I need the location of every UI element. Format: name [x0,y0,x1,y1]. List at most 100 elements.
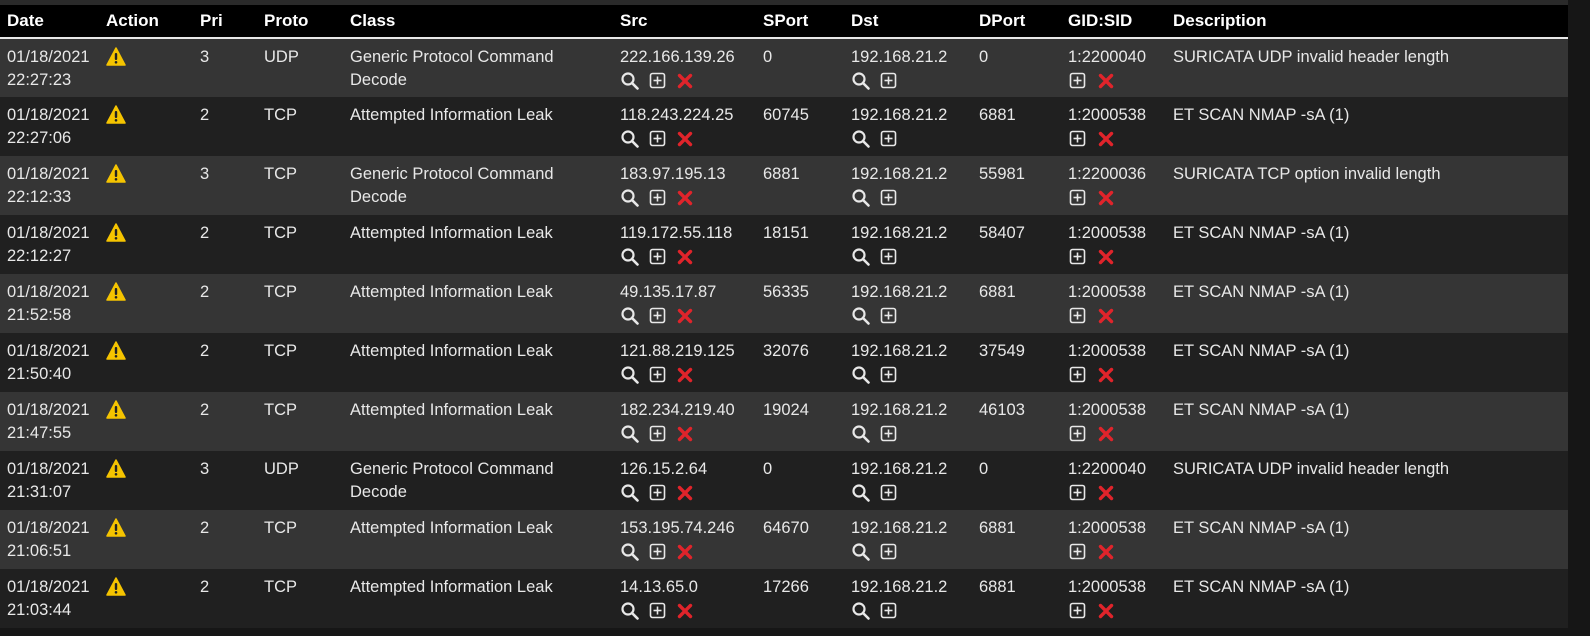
search-icon[interactable] [851,424,871,444]
sport-cell: 19024 [763,401,809,419]
warning-icon [106,223,126,242]
remove-x-icon[interactable] [675,188,695,208]
col-header-pri[interactable]: Pri [200,11,223,30]
search-icon[interactable] [851,247,871,267]
search-icon[interactable] [620,365,640,385]
add-box-icon[interactable] [879,601,899,621]
table-row: 01/18/2021 22:12:27 2 TCP Attempted Info… [0,215,1568,274]
remove-x-icon[interactable] [675,365,695,385]
search-icon[interactable] [620,306,640,326]
col-header-dst[interactable]: Dst [851,11,879,30]
col-header-date[interactable]: Date [7,11,44,30]
remove-x-icon[interactable] [1096,188,1116,208]
search-icon[interactable] [620,424,640,444]
search-icon[interactable] [620,71,640,91]
class-text: Generic Protocol Command [350,48,554,66]
col-header-class[interactable]: Class [350,11,396,30]
add-box-icon[interactable] [1068,247,1088,267]
add-box-icon[interactable] [1068,542,1088,562]
remove-x-icon[interactable] [675,129,695,149]
search-icon[interactable] [620,601,640,621]
add-box-icon[interactable] [648,424,668,444]
class-text: Generic Protocol Command [350,165,554,183]
src-ip: 182.234.219.40 [620,401,735,419]
add-box-icon[interactable] [1068,188,1088,208]
add-box-icon[interactable] [879,129,899,149]
add-box-icon[interactable] [879,424,899,444]
search-icon[interactable] [851,129,871,149]
col-header-description[interactable]: Description [1173,11,1267,30]
gidsid-text: 1:2000538 [1068,519,1146,537]
add-box-icon[interactable] [648,601,668,621]
add-box-icon[interactable] [879,188,899,208]
sport-cell: 32076 [763,342,809,360]
remove-x-icon[interactable] [1096,601,1116,621]
remove-x-icon[interactable] [1096,129,1116,149]
add-box-icon[interactable] [879,247,899,267]
add-box-icon[interactable] [648,483,668,503]
search-icon[interactable] [851,542,871,562]
add-box-icon[interactable] [1068,601,1088,621]
action-cell [99,333,193,392]
remove-x-icon[interactable] [1096,483,1116,503]
add-box-icon[interactable] [648,247,668,267]
remove-x-icon[interactable] [1096,247,1116,267]
add-box-icon[interactable] [1068,71,1088,91]
add-box-icon[interactable] [1068,483,1088,503]
src-ip: 126.15.2.64 [620,460,708,478]
action-cell [99,38,193,97]
src-cell: 119.172.55.118 [613,215,756,274]
remove-x-icon[interactable] [675,71,695,91]
search-icon[interactable] [620,542,640,562]
add-box-icon[interactable] [648,129,668,149]
search-icon[interactable] [851,483,871,503]
col-header-gidsid[interactable]: GID:SID [1068,11,1133,30]
sport-cell: 0 [763,48,773,66]
remove-x-icon[interactable] [675,424,695,444]
search-icon[interactable] [851,601,871,621]
add-box-icon[interactable] [1068,129,1088,149]
col-header-action[interactable]: Action [106,11,159,30]
remove-x-icon[interactable] [1096,542,1116,562]
search-icon[interactable] [851,71,871,91]
col-header-src[interactable]: Src [620,11,648,30]
remove-x-icon[interactable] [1096,306,1116,326]
remove-x-icon[interactable] [1096,424,1116,444]
add-box-icon[interactable] [648,71,668,91]
pri-cell: 2 [200,401,210,419]
add-box-icon[interactable] [879,365,899,385]
dport-cell: 6881 [979,519,1016,537]
add-box-icon[interactable] [648,188,668,208]
search-icon[interactable] [620,247,640,267]
col-header-dport[interactable]: DPort [979,11,1026,30]
remove-x-icon[interactable] [675,601,695,621]
add-box-icon[interactable] [648,306,668,326]
dport-cell: 6881 [979,106,1016,124]
add-box-icon[interactable] [1068,365,1088,385]
search-icon[interactable] [620,129,640,149]
search-icon[interactable] [851,306,871,326]
add-box-icon[interactable] [648,365,668,385]
add-box-icon[interactable] [879,483,899,503]
add-box-icon[interactable] [648,542,668,562]
col-header-sport[interactable]: SPort [763,11,809,30]
add-box-icon[interactable] [1068,306,1088,326]
remove-x-icon[interactable] [675,483,695,503]
add-box-icon[interactable] [879,306,899,326]
add-box-icon[interactable] [1068,424,1088,444]
search-icon[interactable] [851,365,871,385]
remove-x-icon[interactable] [675,306,695,326]
col-header-proto[interactable]: Proto [264,11,309,30]
remove-x-icon[interactable] [675,542,695,562]
src-ip: 119.172.55.118 [620,224,733,242]
add-box-icon[interactable] [879,71,899,91]
search-icon[interactable] [620,483,640,503]
remove-x-icon[interactable] [675,247,695,267]
remove-x-icon[interactable] [1096,365,1116,385]
dst-cell: 192.168.21.2 [844,510,972,569]
search-icon[interactable] [620,188,640,208]
add-box-icon[interactable] [879,542,899,562]
search-icon[interactable] [851,188,871,208]
alerts-table-container: Date Action Pri Proto Class Src SPort Ds… [0,5,1568,628]
remove-x-icon[interactable] [1096,71,1116,91]
